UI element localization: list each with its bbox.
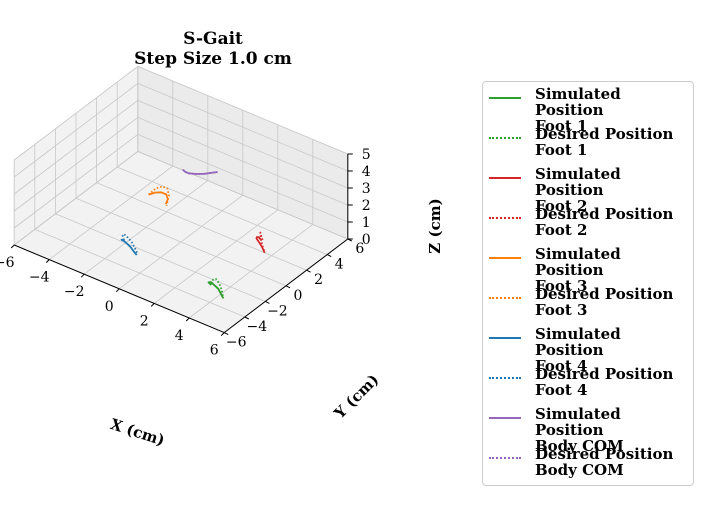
grid-line [96,182,307,271]
tick-mark [45,259,50,263]
y-tick-label: 4 [335,257,344,273]
legend-swatch [489,457,521,459]
legend-label: Desired Position Foot 2 [535,205,674,239]
tick-mark [10,244,15,249]
series-line [259,231,266,253]
tick-mark [80,273,85,278]
x-tick-label: 6 [210,343,219,359]
y-tick-label: 2 [314,272,323,288]
legend-swatch [489,177,521,179]
legend-swatch [489,137,521,139]
x-tick-label: 0 [105,299,114,315]
y-axis-label: Y (cm) [330,371,382,423]
z-tick-label: 5 [362,147,371,163]
grid-line [137,100,348,189]
x-axis-label: X (cm) [108,415,167,449]
legend-label: Desired Position Foot 3 [535,285,674,319]
grid-line [13,100,139,195]
series-line [182,168,218,175]
series-line [148,185,170,206]
x-tick-label: −2 [64,284,85,300]
legend-entry: Simulated Position Foot 3 [483,246,693,294]
chart-title-line-1: S-Gait [183,29,243,49]
legend-label: Simulated Position Foot 1 [535,85,621,135]
y-tick-label: −4 [246,319,267,335]
grid-line [13,66,139,161]
legend-swatch [489,257,521,259]
y-tick-label: 6 [355,241,364,257]
grid-line [13,151,139,246]
grid-line [13,134,139,229]
z-axis-label: Z (cm) [426,198,444,253]
grid-line [13,117,139,212]
legend-entry: Desired Position Body COM [483,446,693,486]
y-tick-label: −2 [267,303,288,319]
legend-label: Simulated Position Foot 2 [535,165,621,215]
legend-entry: Desired Position Foot 4 [483,366,693,406]
legend-entry: Desired Position Foot 1 [483,126,693,166]
y-tick-label: −6 [226,335,247,351]
legend-swatch [489,297,521,299]
tick-mark [285,285,291,289]
legend-swatch [489,217,521,219]
grid-line [137,66,348,155]
legend-entry: Simulated Position Foot 2 [483,166,693,214]
grid-line [55,213,266,302]
tick-mark [306,269,311,273]
legend-swatch [489,417,521,419]
series-line [211,278,225,299]
grid-line [75,197,287,287]
tick-mark [223,332,229,336]
z-tick-label: 1 [362,215,371,231]
tick-mark [265,300,270,304]
legend: Simulated Position Foot 1 Desired Position… [482,81,694,486]
legend-label: Desired Position Body COM [535,445,674,479]
legend-swatch [489,97,521,99]
series-line [207,281,225,299]
legend-label: Desired Position Foot 4 [535,365,674,399]
legend-entry: Simulated Position Foot 1 [483,86,693,134]
grid-line [137,151,348,240]
legend-entry: Simulated Position Body COM [483,406,693,454]
legend-entry: Desired Position Foot 3 [483,286,693,326]
tick-mark [185,317,190,322]
series-line [121,233,139,255]
legend-label: Simulated Position Foot 3 [535,245,621,295]
data-series [120,168,266,299]
x-tick-label: 4 [175,328,184,344]
tick-mark [220,332,225,336]
series-line [148,191,169,205]
legend-swatch [489,377,521,379]
tick-mark [115,288,120,293]
series-line [120,238,138,256]
grid-line [13,83,139,178]
axis-lines [10,153,353,336]
chart-title-line-2: Step Size 1.0 cm [134,49,292,69]
legend-label: Simulated Position Body COM [535,405,624,455]
legend-swatch [489,337,521,339]
grid-line [34,229,245,318]
grid-line [137,134,348,223]
x-tick-label: 2 [140,313,149,329]
z-tick-label: 3 [362,181,371,197]
x-tick-label: −4 [29,270,50,286]
x-tick-label: −6 [0,255,15,271]
y-tick-label: 0 [294,288,303,304]
legend-entry: Desired Position Foot 2 [483,206,693,246]
z-tick-label: 4 [362,164,371,180]
z-tick-label: 2 [362,198,371,214]
grid-line [137,83,348,172]
tick-mark [326,254,332,258]
tick-mark [244,316,250,320]
legend-label: Desired Position Foot 1 [535,125,674,159]
grid-line [117,166,328,255]
grid-line [137,117,348,206]
tick-mark [150,303,155,307]
legend-entry: Simulated Position Foot 4 [483,326,693,374]
z-tick-label: 0 [362,232,371,248]
legend-label: Simulated Position Foot 4 [535,325,621,375]
